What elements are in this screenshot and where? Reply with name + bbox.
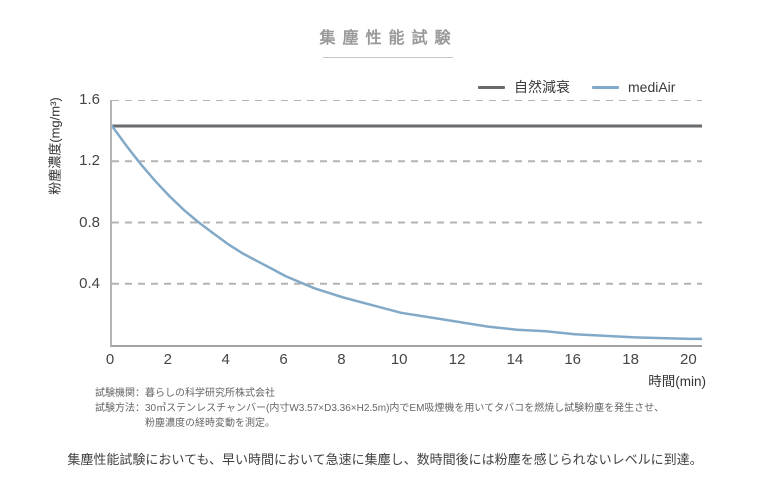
legend-label-natural-decay: 自然減衰 [514, 79, 570, 95]
legend-item-mediair: mediAir [592, 79, 675, 95]
x-tick-label: 0 [105, 351, 115, 368]
title-underline [323, 57, 453, 58]
mediair-line-swatch [592, 85, 619, 89]
y-tick-label: 1.6 [79, 91, 100, 108]
chart-title: 集塵性能試験 [319, 30, 458, 47]
x-axis-label: 時間(min) [648, 374, 706, 389]
x-tick-label: 14 [506, 351, 524, 368]
legend-label-mediair: mediAir [628, 79, 676, 95]
x-tick-label: 8 [337, 351, 346, 368]
footnote-agency: 試験機関：暮らしの科学研究所株式会社 [95, 388, 275, 399]
x-tick-label: 6 [279, 351, 288, 368]
y-tick-label: 1.2 [79, 152, 100, 170]
chart-canvas [112, 100, 702, 341]
x-tick-label: 16 [564, 351, 582, 368]
y-tick-label: 0.4 [79, 274, 100, 292]
x-tick-label: 4 [221, 351, 230, 368]
natural-decay-line-swatch [478, 85, 505, 89]
legend-item-natural-decay: 自然減衰 [478, 77, 570, 97]
chart-plot-area [110, 100, 702, 347]
x-tick-label: 10 [390, 351, 408, 368]
footnote-method-line2: 粉塵濃度の経時変動を測定。 [145, 418, 275, 429]
x-tick-label: 2 [163, 351, 172, 368]
x-tick-label: 12 [448, 351, 466, 368]
chart-legend: 自然減衰 mediAir [478, 77, 675, 97]
y-tick-label: 0.8 [79, 213, 100, 231]
x-tick-label: 18 [622, 351, 639, 368]
summary-caption: 集塵性能試験においても、早い時間において急速に集塵し、数時間後には粉塵を感じられ… [67, 452, 703, 467]
x-tick-label: 20 [680, 351, 697, 368]
test-footnotes: 試験機関：暮らしの科学研究所株式会社 試験方法：30㎥ステンレスチャンバー(内寸… [95, 386, 664, 431]
footnote-method-line1: 試験方法：30㎥ステンレスチャンバー(内寸W3.57×D3.36×H2.5m)内… [95, 403, 665, 414]
